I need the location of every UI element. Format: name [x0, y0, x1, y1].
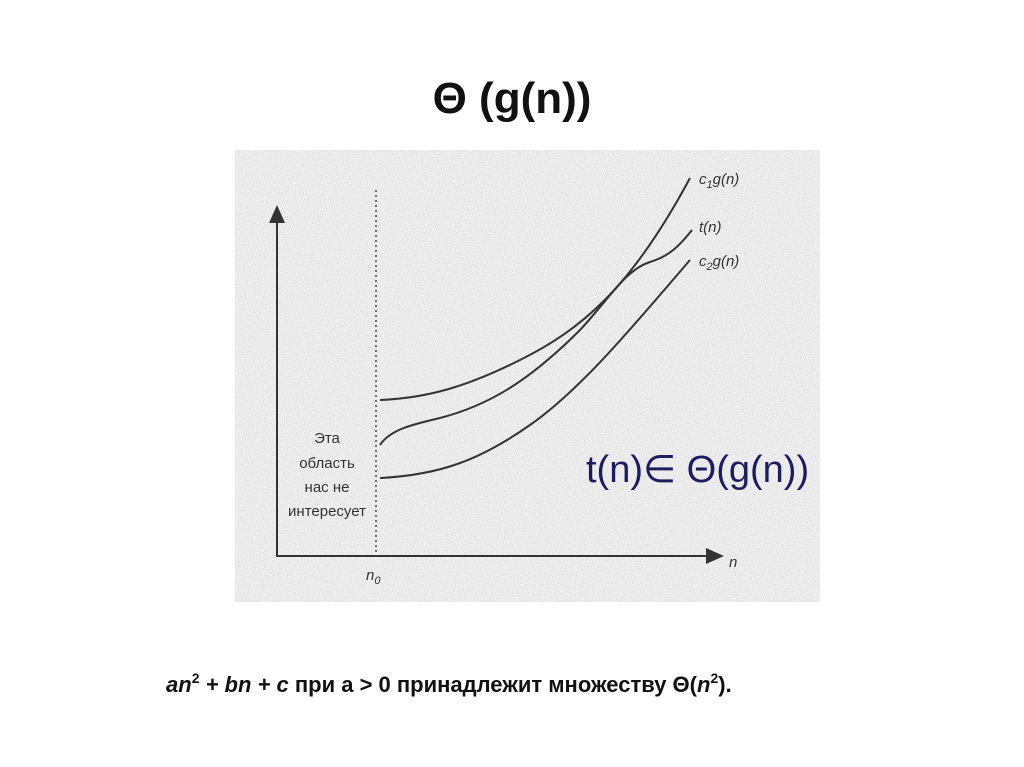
- region-text: область: [299, 455, 355, 472]
- formula-sup: 2: [192, 670, 200, 686]
- region-text: интересует: [288, 503, 366, 520]
- curve-label: c2g(n): [699, 253, 739, 273]
- formula-part: n: [697, 672, 710, 697]
- statement: t(n)∈ Θ(g(n)): [586, 449, 809, 491]
- formula-part: + bn + c: [199, 672, 288, 697]
- label-sub: 0: [374, 575, 381, 587]
- footer-formula: an2 + bn + c при а > 0 принадлежит множе…: [166, 670, 732, 697]
- x-axis-label: n: [729, 554, 737, 571]
- threshold-label: n0: [366, 567, 381, 587]
- lower-curve: [379, 259, 691, 479]
- region-text: нас не: [305, 479, 350, 496]
- label-sub: 2: [706, 261, 713, 273]
- formula-part: при а > 0 принадлежит множеству Θ(: [289, 672, 698, 697]
- label-rest: g(n): [713, 253, 740, 270]
- label-base: n: [366, 567, 374, 584]
- formula-sup: 2: [710, 670, 718, 686]
- label-base: c: [699, 171, 707, 188]
- formula-part: ).: [718, 672, 731, 697]
- formula-part: an: [166, 672, 192, 697]
- curve-label: t(n): [699, 219, 722, 236]
- label-rest: g(n): [713, 171, 740, 188]
- scanned-figure: c1g(n) t(n) c2g(n) n n0 Эта область нас …: [235, 150, 820, 602]
- region-text: Эта: [314, 430, 340, 447]
- label-base: c: [699, 253, 707, 270]
- curve-label: c1g(n): [699, 171, 739, 191]
- middle-curve: [379, 229, 693, 446]
- slide-title: Θ (g(n)): [433, 74, 592, 123]
- upper-curve: [379, 177, 691, 401]
- label-sub: 1: [707, 179, 713, 191]
